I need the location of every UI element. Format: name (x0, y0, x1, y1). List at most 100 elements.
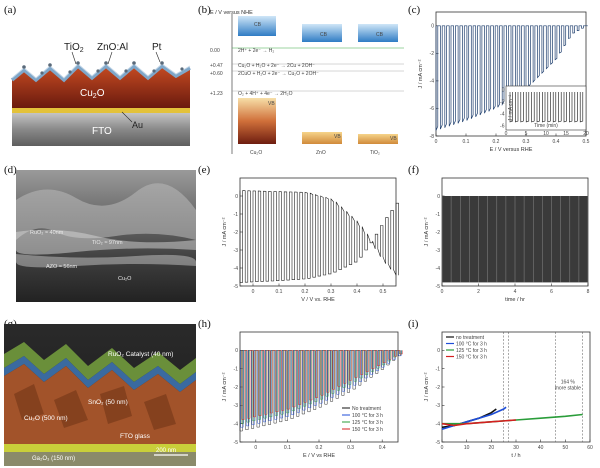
vb-label-2: VB (334, 134, 341, 140)
chart-e-ytick-label-3: -3 (234, 248, 239, 254)
panel-label-h: (h) (198, 318, 211, 330)
fto-layer (12, 112, 190, 146)
chart-i-xtick-label-4: 40 (538, 445, 544, 451)
chart-i-ytick-label-1: -1 (436, 366, 441, 372)
cu2o-label: Cu2O (80, 88, 105, 100)
chart-h-ytick-label-5: -5 (234, 440, 239, 446)
chart-i-xlabel: t / h (511, 453, 520, 459)
chart-c-inset-xtick-label-2: 10 (543, 131, 549, 137)
chart-i-legend-label-2: 125 °C for 3 h (456, 348, 487, 354)
chart-i-xtick-label-1: 10 (464, 445, 470, 451)
panel-g-colored-sem: RuO₂ Catalyst (40 nm) SnO₂ (50 nm) Cu₂O … (4, 324, 196, 466)
chart-e-chopped-trace (239, 190, 399, 283)
chart-i-xtick-label-2: 20 (489, 445, 495, 451)
tio2-cb (358, 24, 398, 42)
sem-g-note-fto: FTO glass (120, 433, 151, 440)
panel-f-chart: 0 2 4 6 8 0 -1 -2 -3 -4 -5 time / hr J / mA cm⁻² (412, 170, 598, 310)
sem-g-note-ruo2: RuO₂ Catalyst (40 nm) (108, 351, 173, 358)
material-cu2o: Cu₂O (250, 150, 262, 156)
chart-c-xtick-label-4: 0.4 (553, 139, 560, 145)
chart-f-ytick-label-4: -4 (436, 266, 441, 272)
chart-c-xtick-label-1: 0.1 (463, 139, 470, 145)
chart-i-ylabel: J / mA cm⁻² (424, 372, 430, 401)
cb-label-1: CB (254, 22, 262, 28)
pt-label: Pt (152, 42, 162, 53)
chart-h-ytick-label-1: -1 (234, 366, 239, 372)
sem-g-note-sno2: SnO₂ (50 nm) (88, 399, 128, 406)
zno-label: ZnO:Al (97, 42, 128, 53)
chart-h-ytick-label-0: 0 (235, 348, 238, 354)
vb-label-3: VB (390, 136, 397, 142)
chart-f-ytick-label-2: -2 (436, 230, 441, 236)
chart-i-series-3 (441, 419, 517, 427)
cu2o-cb (238, 16, 276, 36)
chart-f-xtick-label-0: 0 (441, 289, 444, 295)
chart-c-inset-ylabel: J / mA cm⁻² (508, 95, 514, 122)
chart-e-xtick-label-5: 0.5 (380, 289, 387, 295)
chart-c-ytick-label-0: 0 (431, 24, 434, 30)
chart-f-xtick-label-4: 8 (587, 289, 590, 295)
chart-h-ytick-label-3: -3 (234, 403, 239, 409)
chart-i-legend-label-3: 150 °C for 3 h (456, 354, 487, 360)
chart-h-legend-label-2: 125 °C for 3 h (352, 420, 383, 426)
chart-c-inset-xtick-label-3: 15 (563, 131, 569, 137)
chart-c-inset-ytick-label-0: 0 (502, 88, 505, 94)
panel-h-chart: 0 0.1 0.2 0.3 0.4 0 -1 -2 -3 -4 -5 E / V vs RHE J / … (210, 324, 408, 466)
chart-h-xtick-label-2: 0.2 (316, 445, 323, 451)
chart-i-xtick-label-3: 30 (513, 445, 519, 451)
panel-label-f: (f) (408, 164, 419, 176)
chart-i-xtick-label-5: 50 (563, 445, 569, 451)
chart-c-inset-xtick-label-4: 20 (583, 131, 589, 137)
chart-i-legend-label-0: no treatment (456, 335, 485, 341)
chart-i-legend-label-1: 100 °C for 3 h (456, 341, 487, 347)
chart-c-ylabel: J / mA cm⁻² (418, 59, 424, 88)
panel-a-device-schematic: TiO2 ZnO:Al Pt Cu2O FTO Au (2, 20, 196, 150)
au-layer (12, 108, 190, 113)
panel-i-chart: 0 10 20 30 40 50 60 0 -1 -2 -3 -4 -5 t / h J / mA cm⁻²… (414, 324, 598, 466)
chart-c-chopped-trace (435, 25, 588, 131)
sem-g-note-cu2o: Cu₂O (500 nm) (24, 415, 68, 422)
chart-e-ytick-label-0: 0 (235, 194, 238, 200)
chart-h-xlabel: E / V vs RHE (303, 453, 335, 459)
chart-e-ytick-label-4: -4 (234, 266, 239, 272)
band-axis-label: E / V versus NHE (210, 10, 253, 16)
cb-label-3: CB (376, 32, 384, 38)
zno-cb (302, 24, 342, 42)
panel-label-b: (b) (198, 4, 211, 16)
chart-i-annotation-2: more stable (555, 385, 581, 391)
chart-e-ytick-label-2: -2 (234, 230, 239, 236)
chart-c-inset-xtick-label-0: 0 (505, 131, 508, 137)
material-zno: ZnO (316, 150, 326, 156)
sem-g-note-ga2o3: Ga₂O₃ (150 nm) (32, 456, 75, 462)
fto-label: FTO (92, 126, 112, 137)
level-1-value: +0.47 (210, 63, 223, 69)
level-1-eq: Cu₂O + H₂O + 2e⁻ → 2Cu + 2OH⁻ (238, 63, 315, 69)
panel-label-i: (i) (408, 318, 419, 330)
chart-i-ytick-label-5: -5 (436, 440, 441, 446)
sem-note-cu2o: Cu₂O (118, 276, 132, 282)
chart-f-xlabel: time / hr (505, 297, 525, 303)
chart-i-ytick-label-2: -2 (436, 385, 441, 391)
chart-i-ytick-label-4: -4 (436, 421, 441, 427)
vb-label-1: VB (268, 101, 275, 107)
chart-f-xtick-label-2: 4 (514, 289, 517, 295)
panel-d-sem-image: RuO₂ ≈ 40nm TiO₂ ≈ 97nm AZO ≈ 56nm Cu₂O (16, 170, 196, 302)
level-3-eq: O₂ + 4H⁺ + 4e⁻ → 2H₂O (238, 91, 293, 97)
chart-c-inset-xlabel: Time (min) (534, 123, 558, 129)
chart-f-ytick-label-3: -3 (436, 248, 441, 254)
chart-h-xtick-label-0: 0 (254, 445, 257, 451)
chart-h-xtick-label-4: 0.4 (379, 445, 386, 451)
chart-c-inset-xtick-label-1: 5 (525, 131, 528, 137)
chart-f-ytick-label-5: -5 (436, 284, 441, 290)
chart-c-inset-trace (509, 92, 584, 123)
chart-e-ytick-label-5: -5 (234, 284, 239, 290)
panel-label-d: (d) (4, 164, 17, 176)
sem-note-tio2: TiO₂ ≈ 97nm (92, 240, 123, 246)
cu2o-vb (238, 98, 276, 144)
chart-f-ylabel: J / mA cm⁻² (424, 217, 430, 246)
zno-vb (302, 132, 342, 144)
cb-label-2: CB (320, 32, 328, 38)
chart-c-xlabel: E / V versus RHE (490, 147, 533, 153)
chart-f-xtick-label-3: 6 (550, 289, 553, 295)
level-0-value: 0.00 (210, 48, 220, 54)
